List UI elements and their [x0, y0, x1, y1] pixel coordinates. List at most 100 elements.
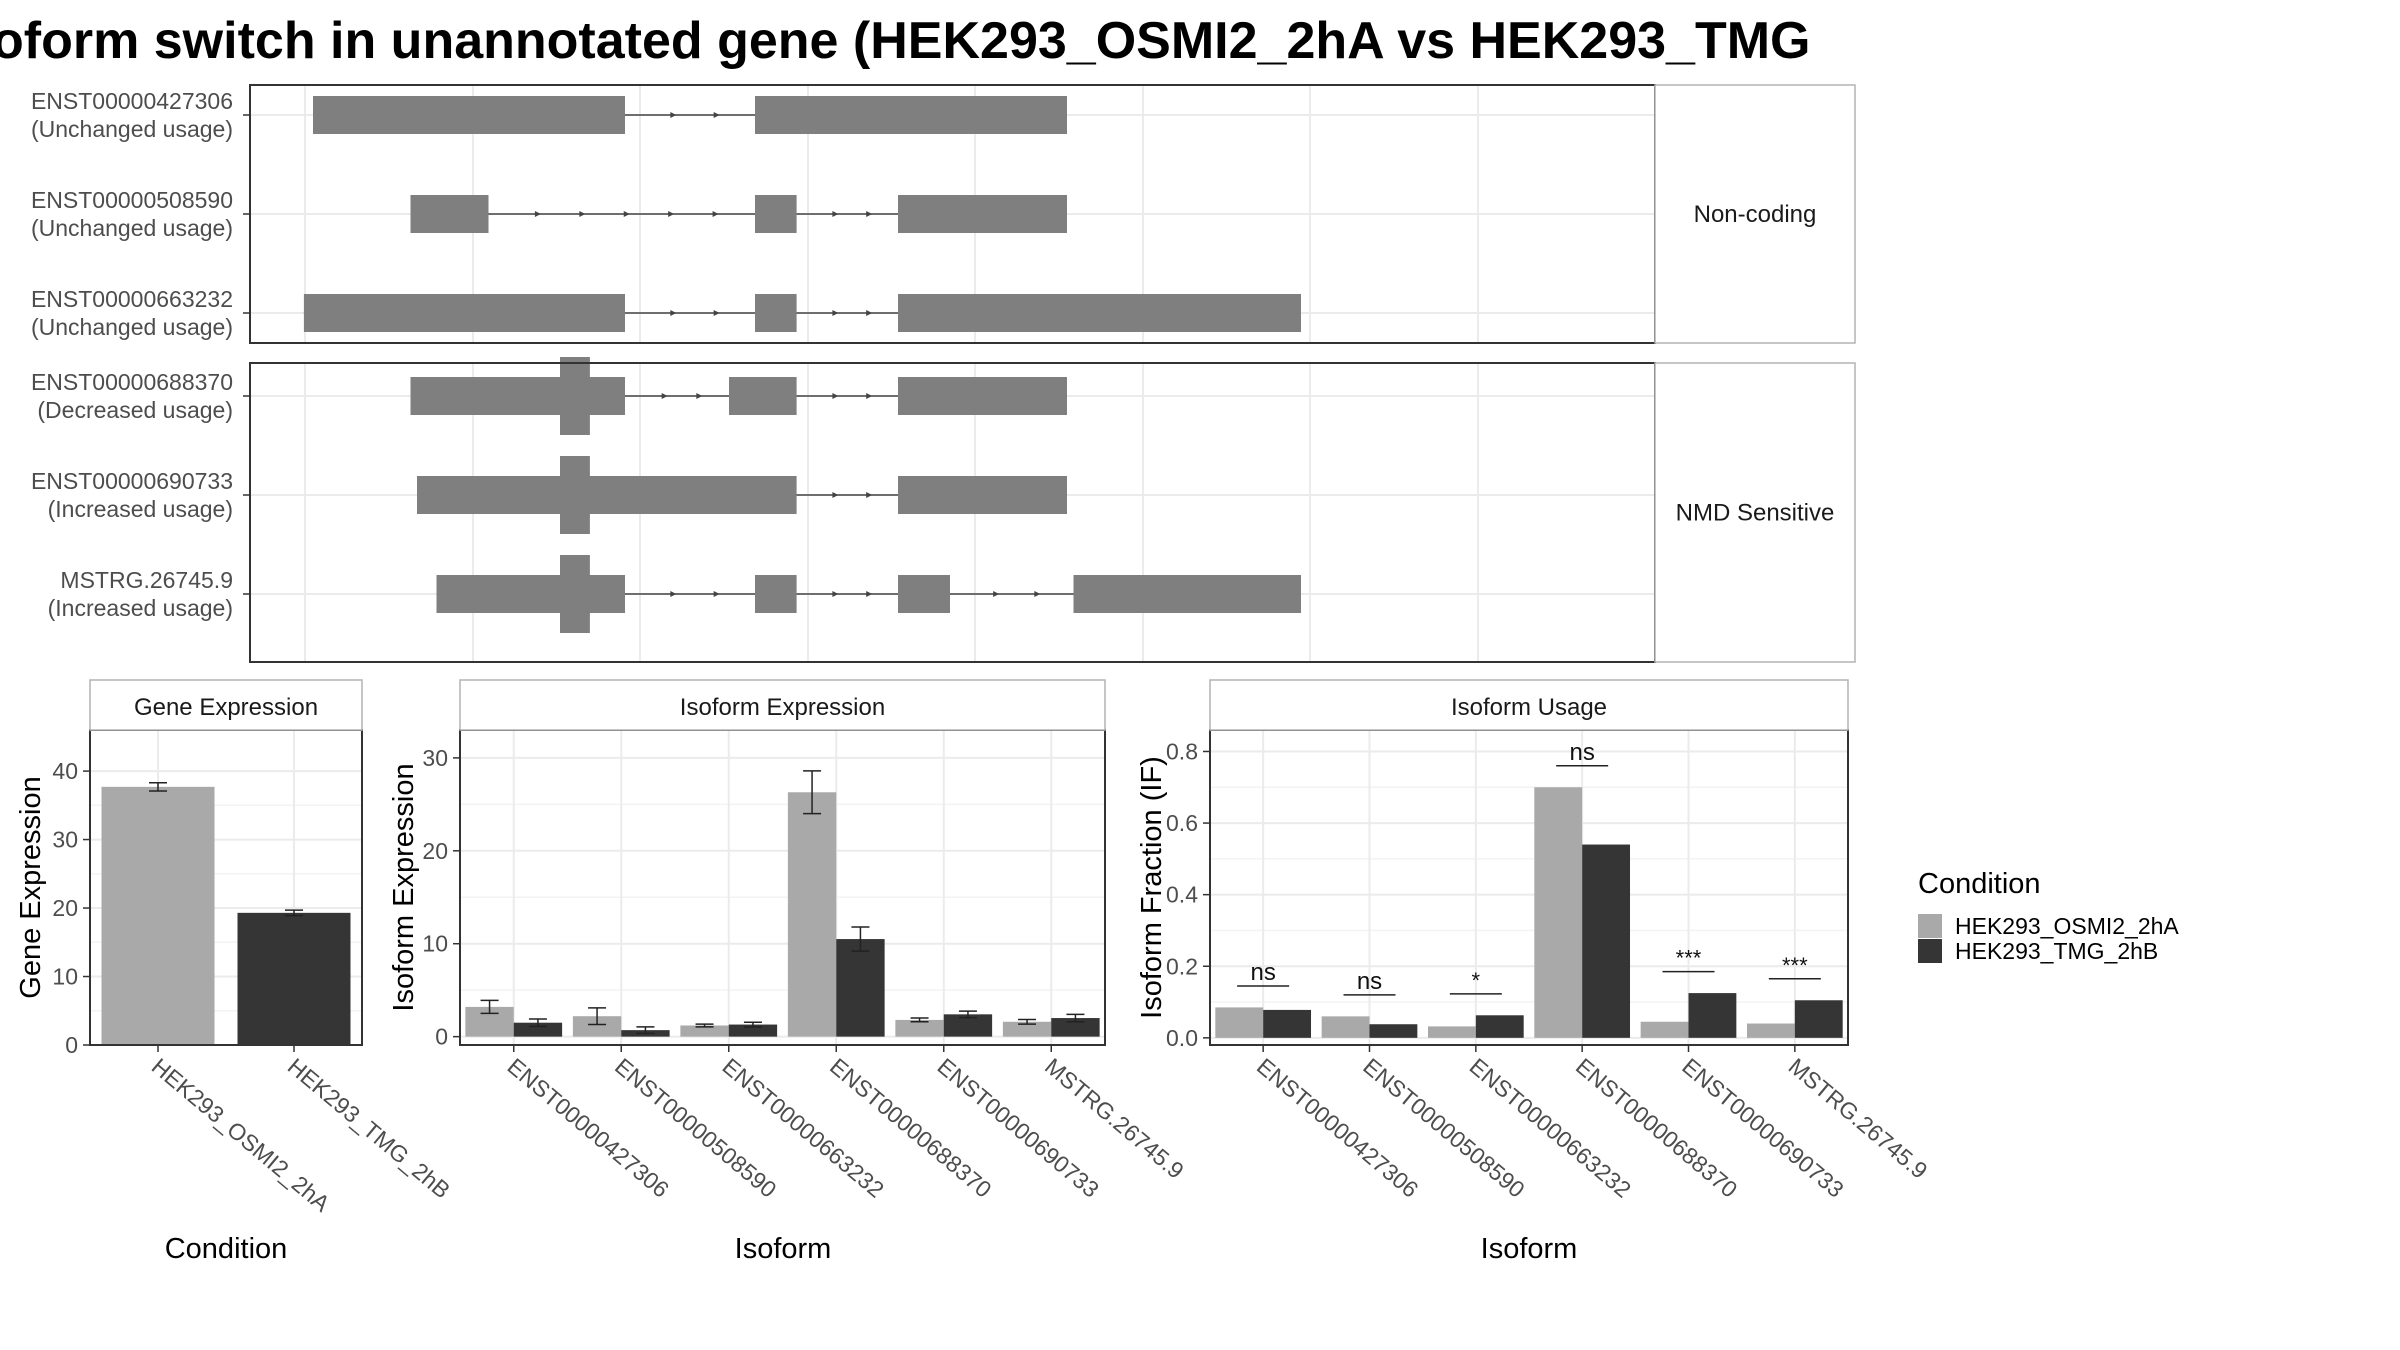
intron-arrow — [713, 112, 720, 118]
y-tick-label: 0.8 — [1166, 738, 1198, 764]
intron-arrow — [713, 591, 720, 597]
intron-arrow — [670, 310, 677, 316]
intron-arrow — [866, 211, 873, 217]
bar — [1534, 787, 1583, 1038]
x-axis-label: Isoform — [1481, 1233, 1578, 1265]
exon — [417, 476, 797, 514]
facet-strip — [1654, 362, 1856, 663]
intron-arrow — [866, 393, 873, 399]
bar — [101, 786, 215, 1045]
bar — [1475, 1015, 1524, 1038]
bar — [787, 792, 837, 1037]
intron-arrow — [579, 211, 586, 217]
bar — [1688, 993, 1737, 1038]
intron-arrow — [866, 492, 873, 498]
exon — [898, 294, 1301, 332]
significance-label: ns — [1569, 739, 1594, 766]
facet-strip-label: Non-coding — [1694, 201, 1817, 228]
bar — [895, 1019, 944, 1037]
y-tick-label: 40 — [52, 758, 78, 784]
y-axis-label: Isoform Expression — [388, 763, 420, 1011]
bar — [1427, 1026, 1476, 1038]
exon — [898, 476, 1067, 514]
legend-swatch — [1918, 939, 1942, 963]
chart-title: Isoform Usage — [1451, 694, 1607, 721]
exon — [410, 377, 625, 415]
x-axis-label: Isoform — [735, 1233, 832, 1265]
exon — [755, 195, 797, 233]
transcript-id-label: ENST00000690733 — [31, 468, 233, 494]
y-tick-label: 0.6 — [1166, 810, 1198, 836]
x-axis-label: Condition — [165, 1233, 288, 1265]
y-tick-label: 0.0 — [1166, 1025, 1198, 1051]
chart-title: Gene Expression — [134, 694, 318, 721]
cds-region — [560, 357, 590, 435]
transcript-id-label: ENST00000508590 — [31, 187, 233, 213]
transcript-status-label: (Unchanged usage) — [31, 215, 233, 241]
transcript-status-label: (Increased usage) — [48, 595, 233, 621]
bar — [1746, 1023, 1795, 1038]
legend-label: HEK293_OSMI2_2hA — [1955, 913, 2179, 939]
exon — [313, 96, 625, 134]
bar — [1794, 1000, 1843, 1038]
cds-region — [560, 555, 590, 633]
transcript-status-label: (Increased usage) — [48, 496, 233, 522]
cds-region — [560, 456, 590, 534]
bar — [1321, 1016, 1370, 1038]
bar — [237, 912, 351, 1045]
legend-title: Condition — [1918, 868, 2041, 900]
bar — [1582, 844, 1631, 1038]
bar — [572, 1016, 622, 1037]
bar — [728, 1024, 778, 1037]
y-tick-label: 10 — [52, 964, 78, 990]
legend-label: HEK293_TMG_2hB — [1955, 938, 2158, 964]
chart-title-strip — [1209, 679, 1849, 731]
y-tick-label: 0 — [65, 1032, 78, 1058]
significance-label: *** — [1676, 946, 1702, 971]
intron-arrow — [713, 310, 720, 316]
transcript-id-label: ENST00000688370 — [31, 369, 233, 395]
intron-arrow — [832, 211, 839, 217]
transcript-id-label: MSTRG.26745.9 — [60, 567, 233, 593]
y-tick-label: 0.2 — [1166, 953, 1198, 979]
legend-swatch — [1918, 914, 1942, 938]
y-tick-label: 20 — [422, 838, 448, 864]
exon — [755, 96, 1067, 134]
exon — [755, 575, 797, 613]
plot-background — [1210, 730, 1848, 1045]
exon — [755, 294, 797, 332]
intron-arrow — [832, 492, 839, 498]
bar — [513, 1022, 563, 1037]
intron-arrow — [832, 310, 839, 316]
bar — [1215, 1007, 1264, 1038]
y-axis-label: Isoform Fraction (IF) — [1136, 756, 1168, 1019]
exon — [898, 377, 1067, 415]
intron-arrow — [866, 310, 873, 316]
exon — [898, 575, 950, 613]
intron-arrow — [670, 591, 677, 597]
significance-label: * — [1472, 968, 1481, 993]
chart-title-strip — [89, 679, 363, 731]
transcript-status-label: (Unchanged usage) — [31, 116, 233, 142]
intron-arrow — [534, 211, 541, 217]
chart-title-strip — [459, 679, 1106, 731]
y-axis-label: Gene Expression — [15, 776, 47, 998]
bar — [1369, 1024, 1418, 1038]
intron-arrow — [661, 393, 668, 399]
y-tick-label: 0 — [435, 1024, 448, 1050]
significance-label: ns — [1250, 959, 1275, 986]
exon — [303, 294, 625, 332]
intron-arrow — [696, 393, 703, 399]
bar — [680, 1025, 729, 1037]
exon — [410, 195, 489, 233]
y-tick-label: 10 — [422, 931, 448, 957]
intron-arrow — [866, 591, 873, 597]
transcript-status-label: (Unchanged usage) — [31, 314, 233, 340]
significance-label: *** — [1782, 953, 1808, 978]
plot-background — [460, 730, 1105, 1045]
bar — [836, 939, 885, 1037]
exon — [898, 195, 1067, 233]
intron-arrow — [668, 211, 675, 217]
exon — [1073, 575, 1301, 613]
